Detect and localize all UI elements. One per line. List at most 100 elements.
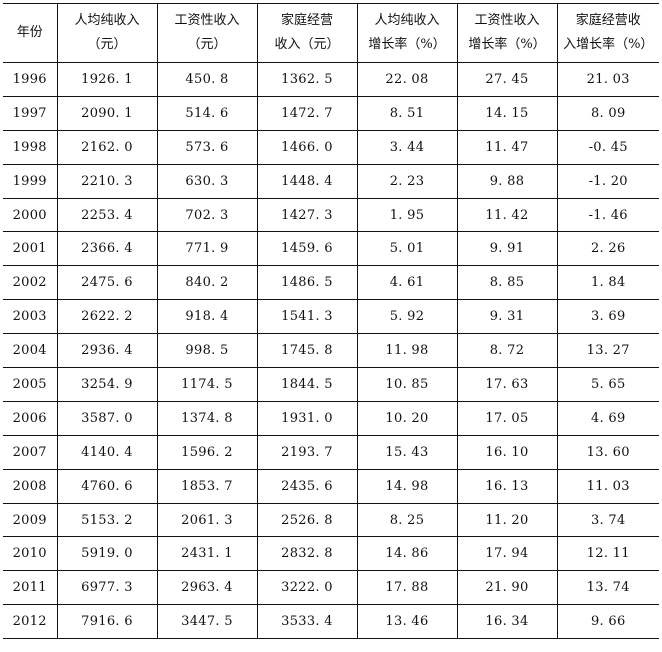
cell-wage-income-growth: 17. 05 xyxy=(456,401,557,436)
cell-per-capita-net-income: 4760. 6 xyxy=(56,469,157,504)
cell-household-business-income: 2526. 8 xyxy=(256,503,357,538)
cell-wage-income: 918. 4 xyxy=(156,299,257,335)
table-row: 2012 7916. 6 3447. 5 3533. 4 13. 46 16. 34 9. … xyxy=(3,604,659,640)
cell-household-business-income: 1466. 0 xyxy=(256,130,357,165)
cell-wage-income: 702. 3 xyxy=(156,198,257,233)
cell-year: 2004 xyxy=(3,333,57,369)
cell-year: 1996 xyxy=(3,62,57,97)
header-line-1: 家庭经营 xyxy=(280,13,333,28)
cell-net-income-growth: 14. 98 xyxy=(356,469,457,504)
cell-wage-income-growth: 8. 72 xyxy=(456,333,557,369)
cell-net-income-growth: 4. 61 xyxy=(356,265,457,301)
cell-household-business-growth: 4. 69 xyxy=(556,401,659,436)
table-row: 2008 4760. 6 1853. 7 2435. 6 14. 98 16. 13 11.… xyxy=(3,469,659,504)
cell-household-business-growth: 11. 03 xyxy=(556,469,659,504)
cell-household-business-income: 1486. 5 xyxy=(256,265,357,301)
cell-year: 2010 xyxy=(3,536,57,572)
cell-net-income-growth: 5. 92 xyxy=(356,299,457,335)
cell-household-business-growth: 5. 65 xyxy=(556,367,659,402)
cell-net-income-growth: 2. 23 xyxy=(356,164,457,199)
cell-year: 2006 xyxy=(3,401,57,436)
header-year-text: 年份 xyxy=(16,25,43,40)
header-line-1: 人均纯收入 xyxy=(374,13,440,28)
cell-household-business-growth: 13. 27 xyxy=(556,333,659,369)
cell-household-business-growth: 1. 84 xyxy=(556,265,659,301)
cell-household-business-income: 1745. 8 xyxy=(256,333,357,369)
cell-wage-income: 3447. 5 xyxy=(156,604,257,640)
cell-year: 1999 xyxy=(3,164,57,199)
cell-year: 2009 xyxy=(3,503,57,538)
cell-household-business-income: 3533. 4 xyxy=(256,604,357,640)
cell-household-business-income: 1844. 5 xyxy=(256,367,357,402)
table-row: 2001 2366. 4 771. 9 1459. 6 5. 01 9. 91 2. 26 xyxy=(3,231,659,267)
table-row: 2003 2622. 2 918. 4 1541. 3 5. 92 9. 31 3. 69 xyxy=(3,299,659,335)
table-row: 2006 3587. 0 1374. 8 1931. 0 10. 20 17. 05 4. … xyxy=(3,401,659,436)
cell-household-business-income: 1448. 4 xyxy=(256,164,357,199)
cell-household-business-income: 1931. 0 xyxy=(256,401,357,436)
cell-year: 2012 xyxy=(3,604,57,640)
cell-per-capita-net-income: 2253. 4 xyxy=(56,198,157,233)
header-line-1: 工资性收入 xyxy=(174,13,240,28)
header-net-income-growth: 人均纯收入 增长率（%） xyxy=(356,3,457,63)
cell-wage-income-growth: 17. 63 xyxy=(456,367,557,402)
cell-per-capita-net-income: 2475. 6 xyxy=(56,265,157,301)
cell-per-capita-net-income: 2366. 4 xyxy=(56,231,157,267)
cell-household-business-income: 3222. 0 xyxy=(256,570,357,606)
header-per-capita-net-income: 人均纯收入 （元） xyxy=(56,3,157,63)
cell-wage-income: 1596. 2 xyxy=(156,435,257,470)
cell-wage-income-growth: 9. 91 xyxy=(456,231,557,267)
cell-wage-income: 573. 6 xyxy=(156,130,257,165)
cell-wage-income: 514. 6 xyxy=(156,96,257,131)
cell-household-business-income: 1427. 3 xyxy=(256,198,357,233)
cell-per-capita-net-income: 2622. 2 xyxy=(56,299,157,335)
cell-household-business-growth: 9. 66 xyxy=(556,604,659,640)
cell-net-income-growth: 8. 25 xyxy=(356,503,457,538)
cell-household-business-income: 2435. 6 xyxy=(256,469,357,504)
cell-year: 1998 xyxy=(3,130,57,165)
cell-household-business-growth: 8. 09 xyxy=(556,96,659,131)
cell-year: 2005 xyxy=(3,367,57,402)
cell-wage-income-growth: 27. 45 xyxy=(456,62,557,97)
cell-household-business-income: 2193. 7 xyxy=(256,435,357,470)
header-year: 年份 xyxy=(3,3,57,63)
cell-wage-income-growth: 21. 90 xyxy=(456,570,557,606)
cell-net-income-growth: 15. 43 xyxy=(356,435,457,470)
cell-year: 2007 xyxy=(3,435,57,470)
header-row: 年份 人均纯收入 （元） 工资性收入 （元） 家庭经营 收入（元） 人均纯收入 … xyxy=(3,3,659,63)
cell-per-capita-net-income: 2162. 0 xyxy=(56,130,157,165)
cell-net-income-growth: 17. 88 xyxy=(356,570,457,606)
cell-per-capita-net-income: 4140. 4 xyxy=(56,435,157,470)
cell-household-business-growth: 3. 74 xyxy=(556,503,659,538)
cell-net-income-growth: 14. 86 xyxy=(356,536,457,572)
cell-year: 2000 xyxy=(3,198,57,233)
cell-wage-income-growth: 8. 85 xyxy=(456,265,557,301)
cell-wage-income: 2431. 1 xyxy=(156,536,257,572)
cell-wage-income: 840. 2 xyxy=(156,265,257,301)
header-line-2: 收入（元） xyxy=(274,37,340,52)
cell-household-business-income: 1541. 3 xyxy=(256,299,357,335)
cell-wage-income-growth: 17. 94 xyxy=(456,536,557,572)
cell-wage-income-growth: 16. 34 xyxy=(456,604,557,640)
cell-net-income-growth: 13. 46 xyxy=(356,604,457,640)
header-line-1: 工资性收入 xyxy=(474,13,540,28)
cell-year: 2002 xyxy=(3,265,57,301)
cell-year: 2003 xyxy=(3,299,57,335)
cell-wage-income-growth: 11. 20 xyxy=(456,503,557,538)
cell-net-income-growth: 1. 95 xyxy=(356,198,457,233)
cell-per-capita-net-income: 3587. 0 xyxy=(56,401,157,436)
cell-wage-income-growth: 9. 31 xyxy=(456,299,557,335)
table-row: 2010 5919. 0 2431. 1 2832. 8 14. 86 17. 94 12.… xyxy=(3,536,659,572)
cell-wage-income: 2963. 4 xyxy=(156,570,257,606)
cell-per-capita-net-income: 1926. 1 xyxy=(56,62,157,97)
cell-household-business-growth: -1. 20 xyxy=(556,164,659,199)
table-row: 2002 2475. 6 840. 2 1486. 5 4. 61 8. 85 1. 84 xyxy=(3,265,659,301)
cell-household-business-income: 1362. 5 xyxy=(256,62,357,97)
cell-net-income-growth: 10. 85 xyxy=(356,367,457,402)
cell-per-capita-net-income: 2210. 3 xyxy=(56,164,157,199)
header-wage-income-growth: 工资性收入 增长率（%） xyxy=(456,3,557,63)
cell-household-business-growth: 2. 26 xyxy=(556,231,659,267)
cell-household-business-income: 1459. 6 xyxy=(256,231,357,267)
cell-per-capita-net-income: 6977. 3 xyxy=(56,570,157,606)
cell-wage-income: 771. 9 xyxy=(156,231,257,267)
